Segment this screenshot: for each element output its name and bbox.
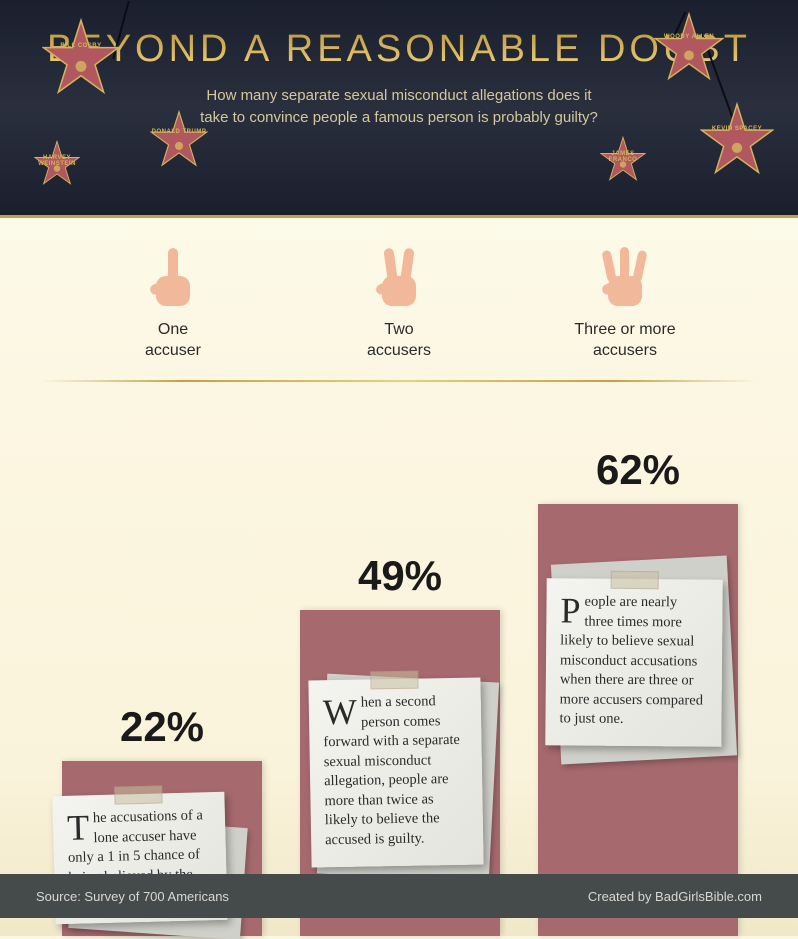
accuser-label: Oneaccuser [83, 320, 263, 362]
dropcap: W [323, 694, 362, 728]
dropcap: P [560, 592, 584, 626]
credit-text: Created by BadGirlsBible.com [588, 889, 762, 904]
hand-icon [83, 246, 263, 310]
percent-label: 22% [62, 703, 262, 751]
note-card: People are nearly three times more likel… [545, 578, 722, 746]
accuser-column: Three or moreaccusers [535, 246, 715, 362]
hands-row: Oneaccuser Twoaccusers Three or moreaccu… [0, 218, 798, 376]
bar-chart: 22%The accusations of a lone accuser hav… [0, 382, 798, 936]
walk-of-fame-star: KEVIN SPACEY [700, 102, 774, 176]
star-name: WOODY ALLEN [654, 34, 724, 40]
hand-icon [309, 246, 489, 310]
star-name: JAMES FRANCO [600, 151, 646, 163]
hand-icon [535, 246, 715, 310]
walk-of-fame-star: HARVEY WEINSTEIN [34, 140, 80, 186]
walk-of-fame-star: JAMES FRANCO [600, 136, 646, 182]
star-name: HARVEY WEINSTEIN [34, 155, 80, 167]
note-card: When a second person comes forward with … [308, 678, 483, 867]
walk-of-fame-star: DONALD TRUMP [150, 110, 208, 168]
accuser-label: Twoaccusers [309, 320, 489, 362]
star-name: KEVIN SPACEY [700, 126, 774, 132]
walk-of-fame-star: BILL COSBY [42, 18, 120, 96]
accuser-label: Three or moreaccusers [535, 320, 715, 362]
percent-label: 49% [300, 552, 500, 600]
chart-bar: 62%People are nearly three times more li… [538, 504, 738, 936]
dropcap: T [67, 809, 94, 843]
source-text: Source: Survey of 700 Americans [36, 889, 229, 904]
accuser-column: Twoaccusers [309, 246, 489, 362]
percent-label: 62% [538, 446, 738, 494]
accuser-column: Oneaccuser [83, 246, 263, 362]
header: BILL COSBY WOODY ALLEN DONALD TRUMP KEVI… [0, 0, 798, 218]
footer: Source: Survey of 700 Americans Created … [0, 874, 798, 918]
star-name: BILL COSBY [42, 43, 120, 49]
star-name: DONALD TRUMP [150, 129, 208, 135]
walk-of-fame-star: WOODY ALLEN [654, 12, 724, 82]
